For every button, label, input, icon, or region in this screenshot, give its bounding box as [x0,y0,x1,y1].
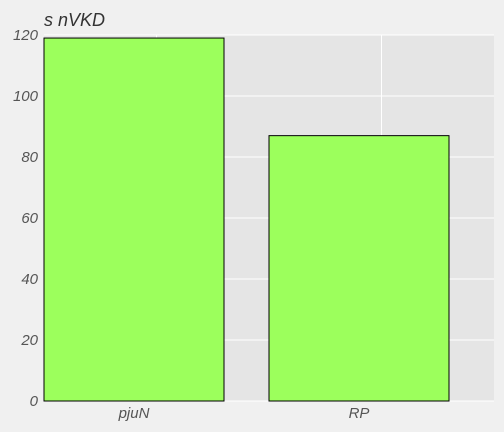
x-tick-label: RP [349,405,370,422]
bar-pjuN [43,37,225,402]
y-tick-label: 20 [20,332,38,349]
x-axis-ticks: pjuN RP [118,405,370,422]
y-tick-label: 40 [21,271,38,288]
y-tick-label: 80 [21,149,38,166]
y-tick-label: 0 [30,393,39,410]
y-axis-ticks: 0 20 40 60 80 100 120 [13,27,39,410]
x-tick-label: pjuN [118,405,150,422]
y-tick-label: 120 [13,27,39,44]
y-tick-label: 100 [13,88,39,105]
bar-RP [268,135,450,402]
y-tick-label: 60 [21,210,38,227]
chart-title: s nVKD [44,10,105,30]
bars [43,37,450,402]
